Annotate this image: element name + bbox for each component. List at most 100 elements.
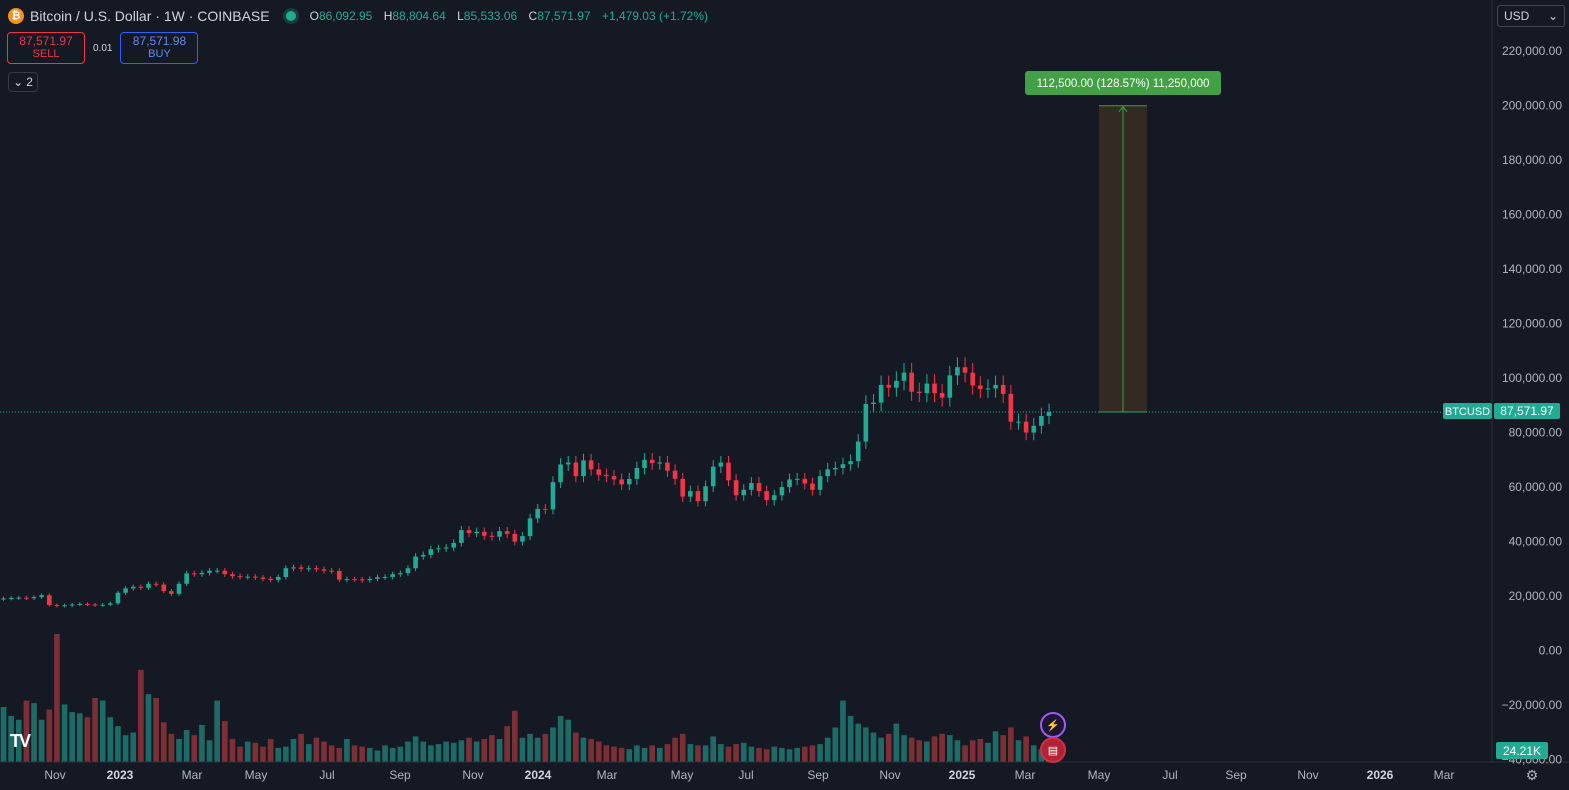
candle-body — [420, 554, 426, 557]
volume-bar — [580, 737, 587, 762]
volume-bar — [573, 732, 579, 762]
candle-body — [771, 495, 777, 501]
volume-bar — [771, 746, 778, 762]
volume-bar — [847, 715, 854, 762]
candle-body — [649, 459, 655, 464]
price-tick-label: 60,000.00 — [1509, 480, 1563, 494]
trade-panel: 87,571.97 SELL 0.01 87,571.98 BUY — [7, 32, 199, 64]
candle-body — [184, 573, 189, 584]
chevron-down-icon: ⌄ — [1547, 9, 1558, 23]
volume-bar — [924, 741, 930, 762]
candle-body — [497, 531, 502, 537]
time-tick-label: Nov — [462, 768, 483, 782]
price-tick-label: 80,000.00 — [1509, 426, 1563, 440]
time-axis-bg[interactable] — [0, 762, 1569, 790]
time-tick-label: Nov — [1297, 768, 1318, 782]
volume-bar — [61, 704, 68, 762]
volume-bar — [641, 747, 648, 762]
sell-price: 87,571.97 — [19, 34, 73, 48]
us-flag-event-icon[interactable]: ▤ — [1040, 737, 1066, 763]
candle-body — [680, 478, 685, 497]
volume-bar — [214, 700, 220, 762]
candle-body — [741, 489, 747, 496]
volume-bar — [786, 749, 793, 762]
time-tick-label: 2025 — [949, 768, 976, 782]
candle-body — [1, 598, 6, 600]
buy-button[interactable]: 87,571.98 BUY — [120, 32, 199, 64]
symbol-header: ₿ Bitcoin / U.S. Dollar · 1W · COINBASE … — [0, 0, 708, 32]
time-tick-label: May — [671, 768, 694, 782]
volume-bar — [504, 726, 510, 762]
candle-body — [863, 403, 869, 442]
candle-body — [909, 372, 914, 392]
volume-bar — [916, 740, 923, 762]
candle-body — [581, 460, 586, 477]
price-tick-label: 100,000.00 — [1502, 371, 1562, 385]
candle-body — [558, 464, 563, 483]
volume-bar — [542, 733, 549, 762]
volume-bar — [756, 747, 762, 762]
volume-bar — [46, 709, 53, 762]
volume-bar — [99, 700, 106, 762]
volume-bar — [428, 745, 434, 762]
currency-select[interactable]: USD ⌄ — [1497, 5, 1565, 27]
volume-bar — [176, 738, 182, 762]
candle-body — [916, 391, 922, 394]
time-tick-label: Sep — [807, 768, 829, 782]
candle-body — [390, 574, 396, 577]
candle-body — [77, 603, 83, 605]
time-tick-label: Mar — [1015, 768, 1036, 782]
time-tick-label: May — [1088, 768, 1111, 782]
volume-bar — [351, 745, 358, 762]
low-label: L — [457, 9, 464, 23]
price-axis-bg[interactable] — [1492, 0, 1569, 790]
indicators-collapse-button[interactable]: ⌄ 2 — [8, 72, 38, 92]
candle-body — [543, 508, 548, 510]
volume-bar — [679, 733, 686, 762]
volume-bar — [824, 737, 831, 762]
volume-bar — [557, 715, 564, 762]
sell-button[interactable]: 87,571.97 SELL — [7, 32, 85, 64]
candle-body — [947, 375, 953, 398]
volume-bar — [290, 738, 297, 762]
candle-body — [459, 530, 464, 543]
volume-bar — [733, 744, 739, 762]
candle-body — [550, 482, 556, 510]
volume-bar — [199, 724, 205, 762]
volume-bar — [435, 744, 442, 762]
candle-body — [657, 462, 663, 464]
projection-measure[interactable] — [1099, 105, 1147, 413]
volume-bar — [183, 730, 190, 762]
volume-bar — [695, 745, 701, 762]
volume-bar — [626, 749, 633, 762]
volume-bar — [328, 745, 335, 762]
candle-body — [344, 579, 350, 581]
volume-bar — [985, 742, 991, 762]
projection-label: 112,500.00 (128.57%) 11,250,000 — [1025, 71, 1221, 95]
price-tick-label: 140,000.00 — [1502, 262, 1562, 276]
volume-bar — [145, 694, 152, 762]
settings-gear-icon[interactable]: ⚙ — [1525, 767, 1539, 783]
tradingview-logo[interactable]: TV — [10, 731, 31, 751]
volume-bar — [1030, 745, 1037, 762]
volume-bar — [656, 747, 663, 762]
candle-body — [726, 462, 731, 481]
candle-body — [672, 470, 678, 479]
candle-body — [39, 595, 44, 598]
candle-body — [375, 577, 380, 579]
candle-body — [46, 595, 52, 606]
volume-bar — [1023, 736, 1029, 762]
volume-bar — [229, 738, 236, 762]
flash-event-icon[interactable]: ⚡ — [1040, 712, 1066, 738]
indicator-count: 2 — [26, 75, 33, 89]
volume-bar — [206, 740, 213, 762]
candle-body — [634, 467, 640, 479]
candle-body — [123, 588, 128, 593]
time-tick-label: Mar — [597, 768, 618, 782]
price-tick-label: 180,000.00 — [1502, 153, 1562, 167]
candle-body — [69, 604, 75, 606]
volume-bar — [588, 738, 594, 762]
symbol-title[interactable]: Bitcoin / U.S. Dollar · 1W · COINBASE — [30, 8, 270, 24]
candle-body — [619, 479, 624, 485]
